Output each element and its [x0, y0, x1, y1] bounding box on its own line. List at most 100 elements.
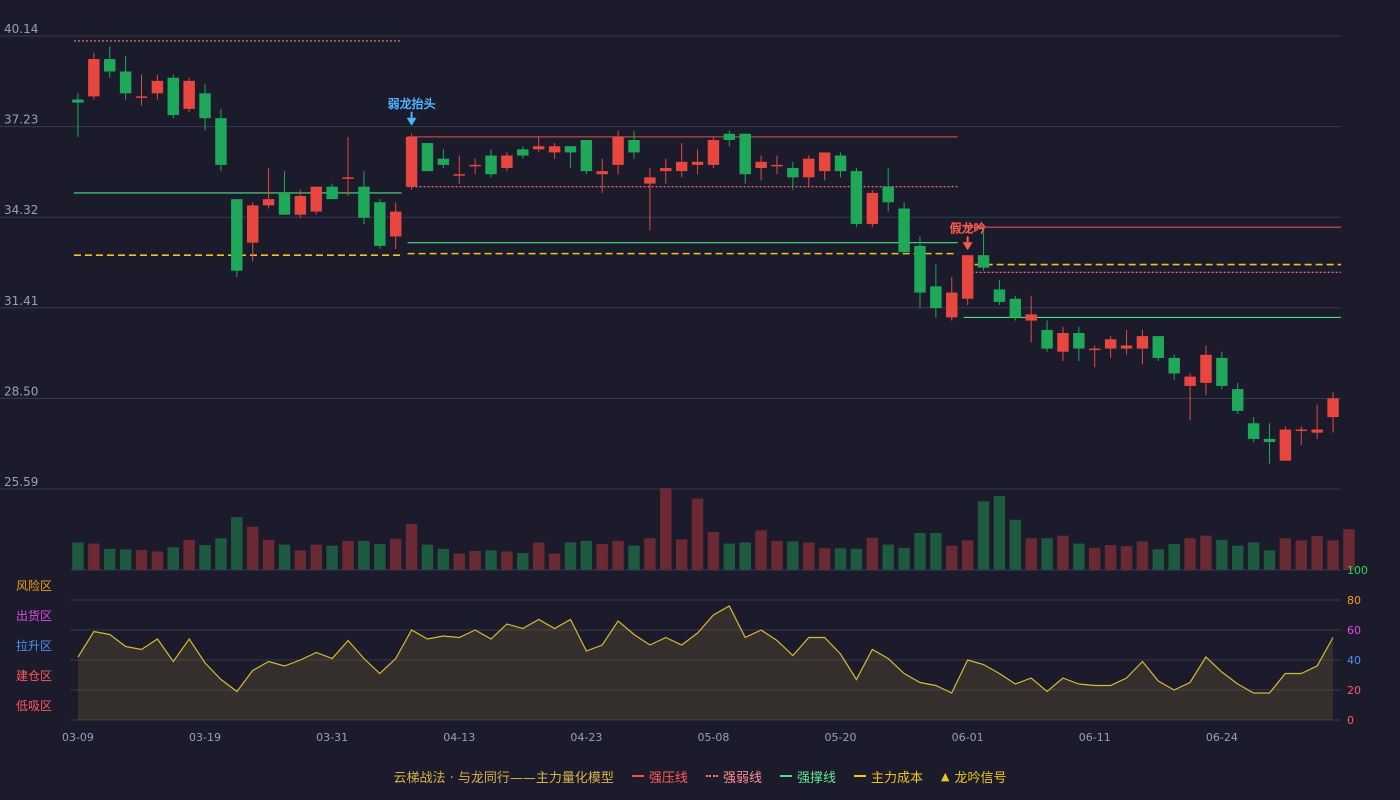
volume-bar: [1152, 549, 1165, 570]
x-tick-label: 03-19: [189, 731, 221, 744]
volume-bar: [977, 501, 990, 570]
volume-bar: [755, 530, 767, 570]
legend-swatch: [853, 775, 866, 777]
volume-bar: [1057, 535, 1069, 570]
candle-body: [501, 155, 513, 169]
candle-body: [898, 208, 910, 253]
candle-body: [930, 286, 942, 309]
candle-body: [1057, 333, 1069, 352]
volume-bar: [262, 539, 275, 570]
volume-bar: [628, 545, 640, 570]
candle-body: [199, 93, 211, 119]
candle-body: [358, 186, 370, 218]
x-tick-label: 03-09: [62, 731, 94, 744]
legend-item-main-cost[interactable]: 主力成本: [853, 767, 923, 786]
candle-body: [135, 96, 148, 98]
x-tick-label: 05-20: [825, 731, 857, 744]
volume-bar: [1089, 547, 1101, 570]
candle-body: [1232, 389, 1244, 411]
volume-bar: [501, 551, 513, 570]
volume-bar: [993, 495, 1006, 570]
candle-body: [691, 161, 704, 165]
volume-bar: [564, 542, 577, 570]
candle-body: [946, 292, 958, 318]
indicator-zone-label: 风险区: [16, 578, 52, 593]
price-tick-label: 40.14: [4, 22, 38, 36]
candle-body: [1152, 336, 1165, 358]
candle-body: [914, 245, 926, 293]
volume-bar: [612, 540, 624, 570]
triangle-icon: ▲: [940, 769, 950, 783]
volume-bar: [215, 538, 227, 570]
legend-swatch: [705, 775, 718, 777]
legend-item-strong-pressure[interactable]: 强压线: [631, 767, 688, 786]
x-tick-label: 05-08: [697, 731, 729, 744]
candle-body: [389, 211, 402, 237]
candle-body: [1263, 438, 1276, 442]
x-tick-label: 06-24: [1206, 731, 1238, 744]
volume-bar: [1232, 545, 1244, 570]
candle-body: [262, 199, 275, 206]
x-tick-label: 04-23: [570, 731, 602, 744]
volume-bar: [660, 488, 672, 570]
price-tick-label: 28.50: [4, 384, 38, 398]
candle-body: [183, 80, 195, 109]
indicator-zone-label: 建仓区: [16, 669, 52, 683]
volume-bar: [421, 544, 434, 570]
candle-body: [628, 139, 640, 153]
candle-body: [739, 133, 751, 175]
candle-body: [1247, 423, 1260, 439]
x-tick-label: 04-13: [443, 731, 475, 744]
volume-bar: [1311, 536, 1323, 570]
candle-body: [850, 171, 863, 225]
volume-bar: [882, 544, 894, 570]
candle-body: [660, 168, 672, 172]
candle-body: [103, 59, 116, 72]
candle-body: [453, 174, 465, 176]
candle-body: [1120, 345, 1133, 349]
volume-bar: [183, 539, 195, 570]
candle-body: [771, 164, 783, 167]
candle-body: [882, 186, 894, 203]
volume-bar: [485, 550, 497, 570]
price-tick-label: 34.32: [4, 203, 38, 217]
candle-body: [421, 143, 434, 172]
candle-body: [532, 146, 545, 150]
volume-bar: [453, 553, 465, 570]
x-tick-label: 06-11: [1079, 731, 1111, 744]
volume-bar: [278, 544, 291, 570]
volume-bar: [739, 542, 751, 570]
volume-bar: [469, 550, 481, 570]
volume-bar: [374, 544, 386, 570]
volume-bar: [389, 538, 402, 570]
legend-item-strong-support[interactable]: 强撑线: [779, 767, 836, 786]
volume-bar: [1279, 538, 1292, 570]
candle-body: [485, 155, 497, 175]
volume-bar: [850, 548, 863, 570]
candle-body: [1089, 348, 1101, 351]
volume-bar: [1247, 542, 1260, 570]
volume-bar: [866, 537, 879, 570]
volume-bar: [231, 517, 243, 570]
candle-body: [961, 255, 974, 299]
volume-bar: [532, 542, 545, 570]
candle-body: [1025, 314, 1037, 321]
legend-item-dragon-signal[interactable]: ▲ 龙吟信号: [940, 769, 1007, 786]
candle-body: [723, 133, 736, 140]
candle-body: [1311, 429, 1323, 433]
candle-body: [564, 146, 577, 153]
volume-bar: [1041, 538, 1053, 570]
volume-bar: [914, 532, 926, 570]
candle-body: [517, 149, 529, 156]
volume-bar: [310, 544, 322, 570]
candle-body: [866, 192, 879, 225]
legend-swatch: [631, 775, 644, 777]
volume-bar: [1168, 544, 1180, 570]
legend-item-strength-line[interactable]: 强弱线: [705, 767, 762, 786]
candle-body: [1200, 354, 1212, 383]
volume-bar: [946, 545, 958, 570]
candle-body: [167, 77, 179, 116]
candle-body: [231, 199, 243, 271]
price-tick-label: 31.41: [4, 294, 38, 308]
